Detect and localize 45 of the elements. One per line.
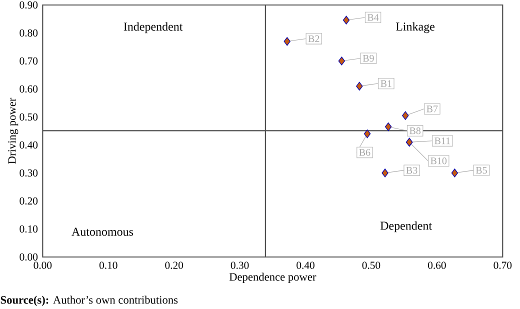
point (342, 16, 350, 24)
point (364, 129, 371, 138)
annotation: B5 (476, 167, 487, 174)
y-tick-label: 0.80 (20, 29, 38, 37)
x-tick-label: 0.70 (494, 262, 512, 269)
y-tick-label: 0.00 (20, 253, 38, 261)
x-tick-label: 0.30 (230, 262, 249, 269)
point (338, 56, 345, 66)
annotation: B1 (380, 80, 392, 87)
y-tick-label: 0.20 (20, 197, 38, 205)
y-tick-label: 0.50 (20, 113, 38, 121)
annotation: Independent (124, 22, 183, 34)
x-tick-label: 0.50 (362, 262, 380, 269)
point (382, 168, 388, 178)
x-axis-title: Dependence power (229, 272, 316, 284)
point (284, 37, 290, 46)
y-axis-title: Driving power (8, 98, 18, 164)
y-tick-label: 0.30 (20, 169, 38, 177)
point (384, 122, 392, 132)
annotation: B7 (426, 106, 438, 112)
x-tick-label: 0.40 (296, 262, 314, 269)
y-tick-label: 0.40 (20, 141, 38, 149)
x-tick-label: 0.20 (165, 262, 184, 269)
annotation: B6 (359, 149, 370, 156)
annotation: Dependent (380, 221, 432, 232)
x-tick-label: 0.10 (99, 262, 118, 269)
y-tick-label: 0.10 (20, 225, 38, 233)
annotation: B3 (406, 166, 418, 174)
point (402, 111, 409, 120)
y-tick-label: 0.90 (20, 1, 38, 9)
y-tick-label: 0.60 (20, 85, 38, 93)
point (451, 168, 458, 178)
x-tick-label: 0.00 (34, 262, 52, 269)
annotation: Linkage (396, 22, 435, 34)
annotation: B10 (430, 157, 447, 164)
annotation: B2 (308, 35, 320, 42)
point (356, 82, 363, 91)
annotation: Autonomous (72, 228, 134, 236)
y-tick-label: 0.70 (20, 57, 38, 65)
annotation: B8 (410, 127, 421, 134)
annotation: B4 (367, 14, 379, 21)
text: Source(s): Author’s own contributions (0, 296, 178, 306)
x-tick-label: 0.60 (428, 262, 446, 269)
annotation: B9 (362, 54, 374, 62)
annotation: B11 (434, 138, 450, 144)
